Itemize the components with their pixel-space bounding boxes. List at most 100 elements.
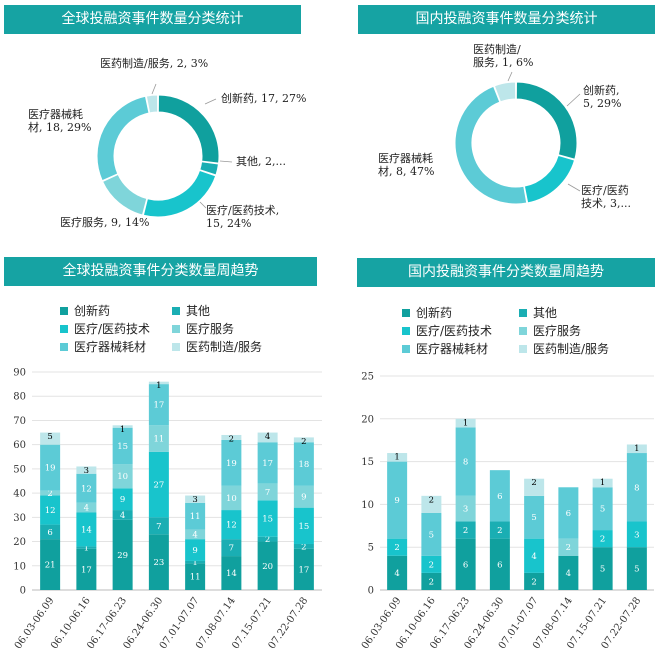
x-tick-label-5: 07.08-07.14 (194, 595, 238, 650)
bar-segment-label: 9 (394, 496, 399, 506)
pie-slice-label-4: 医疗器械耗材, 18, 29% (28, 107, 91, 134)
bar-segment (76, 466, 97, 474)
bar-segment-label: 5 (634, 565, 639, 575)
legend-swatch-4 (60, 343, 68, 351)
bar-segment (421, 512, 442, 556)
bar-segment (40, 432, 61, 445)
bar-segment-label: 2 (394, 543, 399, 553)
bar-top-label: 1 (634, 444, 639, 454)
legend-swatch-0 (402, 309, 410, 317)
bar-segment-label: 7 (229, 544, 234, 554)
pie-slice-label-3: 医疗服务, 9, 14% (60, 215, 149, 229)
pie-slice-5 (145, 94, 159, 114)
bar-segment-label: 8 (463, 458, 468, 468)
bar-segment (387, 555, 408, 590)
bar-segment-label: 2 (600, 535, 605, 545)
bar-segment (148, 381, 169, 385)
bar-segment-label: 7 (156, 522, 161, 532)
y-tick-label-6: 60 (13, 440, 26, 451)
y-tick-label-5: 25 (361, 372, 374, 383)
bar-segment-label: 17 (81, 565, 92, 575)
y-tick-label-1: 5 (368, 543, 374, 554)
bar-segment-label: 6 (463, 560, 468, 570)
bar-segment-label: 2 (301, 542, 306, 552)
pie-slice-label-line: 15, 24% (206, 217, 251, 230)
x-tick-label-0: 06.03-06.09 (13, 595, 57, 650)
bar-segment (76, 473, 97, 503)
legend-swatch-1 (519, 309, 527, 317)
bar-segment (40, 524, 61, 540)
bar-segment-label: 23 (153, 558, 164, 568)
bar-segment (387, 461, 408, 539)
bar-segment (148, 425, 169, 452)
bar-top-label: 1 (394, 453, 399, 463)
pie-slice-1 (199, 161, 220, 176)
bar-segment (257, 442, 278, 484)
bar-segment-label: 10 (226, 494, 237, 504)
bar-segment (257, 500, 278, 537)
pie-slice-label-line: 医药制造/ (473, 42, 521, 56)
bar-segment-label: 2 (531, 577, 536, 587)
bar-segment (455, 521, 476, 539)
bar-segment-label: 18 (298, 460, 309, 470)
bar-top-label: 2 (531, 478, 536, 488)
y-tick-label-3: 15 (361, 457, 374, 468)
bar-segment (524, 538, 545, 573)
bar-segment (148, 451, 169, 518)
bar-segment (257, 483, 278, 501)
bar-segment-label: 4 (84, 504, 89, 514)
y-tick-label-0: 0 (20, 586, 26, 597)
legend-swatch-1 (172, 307, 180, 315)
bar-segment (592, 487, 613, 531)
bar-segment-label: 4 (394, 569, 399, 579)
bar-segment (421, 495, 442, 513)
bar-segment (112, 510, 133, 520)
legend-label-5: 医药制造/服务 (533, 341, 609, 356)
pie-slice-label-1: 其他, 2,... (236, 155, 286, 168)
pie-slice-label-line: 技术, 3,... (581, 197, 631, 210)
pie-slice-2 (142, 169, 217, 218)
y-tick-label-1: 10 (13, 561, 26, 572)
global-pie-title: 全球投融资事件数量分类统计 (4, 5, 301, 34)
legend-label-0: 创新药 (416, 305, 452, 320)
pie-slice-label-line: 创新药, (583, 83, 620, 97)
bar-segment-label: 5 (600, 505, 605, 515)
bar-segment-label: 11 (190, 573, 201, 583)
y-tick-label-8: 80 (13, 392, 26, 403)
bar-segment (185, 502, 206, 530)
y-tick-label-9: 90 (13, 368, 26, 379)
legend-swatch-3 (172, 325, 180, 333)
bar-segment (293, 548, 314, 590)
bar-segment-label: 11 (190, 512, 201, 522)
bar-segment (489, 521, 510, 539)
bar-segment (76, 548, 97, 590)
bar-segment (112, 425, 133, 428)
pie-slice-label-0: 创新药, 17, 27% (221, 91, 306, 105)
bar-segment (626, 547, 647, 590)
bar-segment-label: 14 (226, 569, 237, 579)
bar-segment (626, 453, 647, 522)
bar-segment (421, 555, 442, 573)
bar-segment (221, 510, 242, 540)
pie-slice-3 (493, 81, 517, 103)
bar-segment (558, 487, 579, 539)
bar-segment-label: 9 (301, 493, 306, 503)
bar-segment-label: 6 (497, 560, 502, 570)
bar-segment-label: 4 (120, 511, 125, 521)
pie-slice-0 (157, 94, 220, 164)
pie-leader-line-0 (566, 93, 581, 107)
pie-slice-label-line: 医疗器械耗 (378, 151, 433, 165)
bar-segment-label: 1 (192, 558, 197, 568)
bar-top-label: 1 (156, 381, 161, 391)
x-tick-label-7: 07.22-07.28 (267, 595, 311, 650)
bar-segment-label: 29 (117, 551, 128, 561)
legend-label-1: 其他 (533, 306, 557, 320)
bar-segment-label: 2 (265, 535, 270, 545)
bar-segment-label: 4 (192, 530, 197, 540)
bar-segment (592, 547, 613, 590)
bar-segment-label: 20 (262, 562, 273, 572)
bar-segment (185, 539, 206, 561)
bar-top-label: 3 (192, 495, 197, 505)
bar-segment-label: 7 (265, 488, 270, 498)
legend-label-1: 其他 (186, 304, 210, 318)
